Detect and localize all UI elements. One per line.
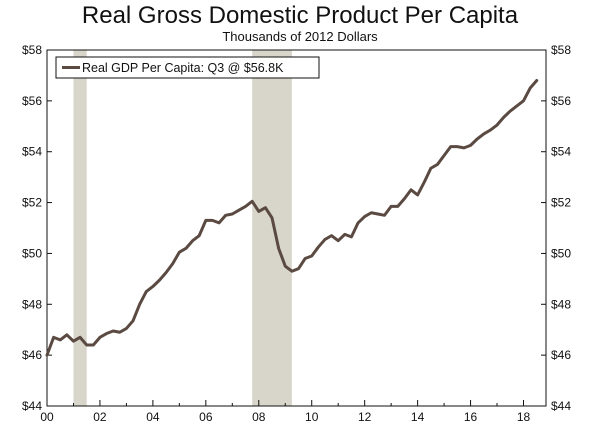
y-tick-label-left-4: $52 bbox=[22, 196, 42, 210]
x-tick-label-4: 08 bbox=[252, 410, 266, 424]
y-tick-label-right-1: $46 bbox=[551, 348, 571, 362]
y-tick-label-right-3: $50 bbox=[551, 246, 571, 260]
series-lines bbox=[45, 79, 539, 357]
y-tick-label-left-0: $44 bbox=[22, 399, 42, 413]
x-tick-label-2: 04 bbox=[146, 410, 160, 424]
y-tick-label-left-2: $48 bbox=[22, 297, 42, 311]
chart-subtitle: Thousands of 2012 Dollars bbox=[222, 29, 378, 44]
y-tick-label-right-2: $48 bbox=[551, 297, 571, 311]
chart-title: Real Gross Domestic Product Per Capita bbox=[81, 2, 519, 29]
x-tick-label-6: 12 bbox=[358, 410, 372, 424]
legend: Real GDP Per Capita: Q3 @ $56.8K bbox=[55, 56, 320, 79]
y-tick-label-left-3: $50 bbox=[22, 246, 42, 260]
axis-ticks: $44 $44 $46 $46 $48 $48 $50 $50 $52 $52 $54 $54 $56 $… bbox=[22, 43, 571, 424]
y-tick-label-left-1: $46 bbox=[22, 348, 42, 362]
x-tick-label-8: 16 bbox=[464, 410, 478, 424]
y-tick-label-right-6: $56 bbox=[551, 94, 571, 108]
y-tick-label-left-7: $58 bbox=[22, 43, 42, 57]
x-tick-label-3: 06 bbox=[199, 410, 213, 424]
plot-frame bbox=[46, 49, 547, 407]
y-tick-label-right-4: $52 bbox=[551, 196, 571, 210]
y-tick-label-left-5: $54 bbox=[22, 145, 42, 159]
recession-band-1 bbox=[252, 50, 292, 406]
legend-label: Real GDP Per Capita: Q3 @ $56.8K bbox=[82, 61, 284, 75]
x-tick-label-5: 10 bbox=[305, 410, 319, 424]
y-tick-label-left-6: $56 bbox=[22, 94, 42, 108]
x-tick-label-9: 18 bbox=[517, 410, 531, 424]
legend-box bbox=[55, 56, 320, 79]
y-tick-label-right-7: $58 bbox=[551, 43, 571, 57]
x-tick-label-1: 02 bbox=[93, 410, 107, 424]
recession-band-0 bbox=[73, 50, 87, 406]
recession-bands bbox=[73, 50, 292, 406]
x-tick-label-0: 00 bbox=[40, 410, 54, 424]
y-tick-label-right-0: $44 bbox=[551, 399, 571, 413]
y-tick-label-right-5: $54 bbox=[551, 145, 571, 159]
series-line-0 bbox=[45, 79, 539, 357]
x-tick-label-7: 14 bbox=[411, 410, 425, 424]
